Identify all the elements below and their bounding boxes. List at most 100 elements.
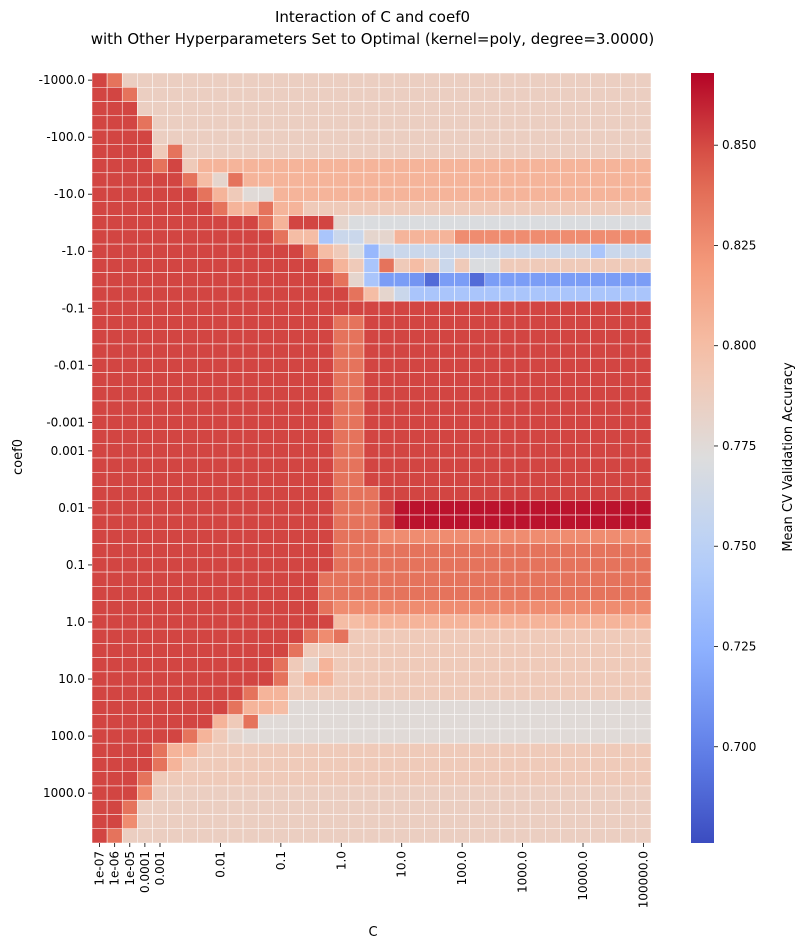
heatmap-cell [409,814,425,829]
heatmap-cell [91,315,108,330]
heatmap-cell [318,771,334,787]
heatmap-cell [560,814,576,829]
heatmap-cell [137,414,153,430]
heatmap-cell [514,799,531,815]
heatmap-cell [393,728,410,744]
heatmap-cell [469,87,486,102]
heatmap-cell [378,828,395,844]
heatmap-cell [590,700,606,715]
heatmap-cell [227,799,244,815]
heatmap-cell [106,144,123,159]
heatmap-cell [620,87,637,102]
heatmap-cell [575,814,591,829]
heatmap-cell [575,72,591,88]
heatmap-cell [544,472,561,487]
heatmap-cell [590,500,606,516]
heatmap-cell [167,343,183,359]
heatmap-cell [137,657,153,673]
heatmap-cell [273,215,289,231]
heatmap-cell [333,72,350,88]
heatmap-cell [605,144,622,159]
heatmap-cell [605,357,622,373]
heatmap-cell [121,158,138,174]
heatmap-cell [318,414,334,430]
heatmap-cell [635,101,652,117]
heatmap-cell [514,101,531,117]
heatmap-cell [514,429,531,444]
heatmap-cell [363,742,380,758]
heatmap-cell [333,272,350,288]
heatmap-cell [303,129,319,145]
heatmap-cell [499,785,516,801]
heatmap-cell [590,571,606,587]
heatmap-cell [167,771,183,787]
heatmap-cell [590,671,606,687]
heatmap-cell [529,472,546,487]
heatmap-cell [424,514,440,530]
heatmap-cell [424,600,440,616]
heatmap-cell [137,700,153,715]
heatmap-cell [106,586,123,601]
heatmap-cell [424,614,440,630]
heatmap-cell [378,771,395,787]
heatmap-cell [121,258,138,273]
heatmap-cell [167,400,183,416]
heatmap-cell [484,728,501,744]
heatmap-cell [288,814,304,829]
heatmap-cell [424,643,440,658]
heatmap-cell [227,229,244,245]
heatmap-cell [348,272,365,288]
heatmap-cell [257,315,274,330]
heatmap-cell [484,158,501,174]
heatmap-cell [454,229,470,245]
heatmap-cell [333,742,350,758]
heatmap-cell [469,329,486,345]
heatmap-cell [333,144,350,159]
heatmap-cell [514,286,531,302]
heatmap-cell [620,586,637,601]
heatmap-cell [409,414,425,430]
heatmap-cell [635,201,652,216]
heatmap-cell [484,600,501,616]
heatmap-cell [363,514,380,530]
heatmap-cell [257,372,274,387]
heatmap-cell [152,571,168,587]
heatmap-cell [137,600,153,616]
heatmap-cell [121,286,138,302]
heatmap-cell [635,386,652,402]
heatmap-cell [318,101,334,117]
heatmap-cell [575,87,591,102]
heatmap-cell [182,500,199,516]
heatmap-cell [303,557,319,573]
heatmap-cell [439,814,455,829]
heatmap-cell [197,172,214,188]
heatmap-cell [212,600,229,616]
heatmap-cell [424,671,440,687]
heatmap-cell [484,771,501,787]
heatmap-cell [590,300,606,316]
heatmap-cell [91,215,108,231]
heatmap-cell [242,614,259,630]
heatmap-cell [560,714,576,730]
heatmap-cell [333,514,350,530]
heatmap-cell [605,201,622,216]
heatmap-cell [590,472,606,487]
heatmap-cell [137,514,153,530]
heatmap-cell [560,429,576,444]
heatmap-cell [544,372,561,387]
heatmap-cell [590,258,606,273]
heatmap-cell [424,486,440,502]
heatmap-cell [137,400,153,416]
heatmap-cell [424,814,440,829]
heatmap-cell [121,457,138,473]
heatmap-cell [348,158,365,174]
heatmap-cell [212,628,229,644]
heatmap-cell [242,671,259,687]
heatmap-cell [454,814,470,829]
y-tick-label: -0.1 [62,301,85,315]
heatmap-cell [257,600,274,616]
heatmap-cell [167,372,183,387]
heatmap-cell [378,614,395,630]
heatmap-cell [152,472,168,487]
heatmap-cell [273,386,289,402]
